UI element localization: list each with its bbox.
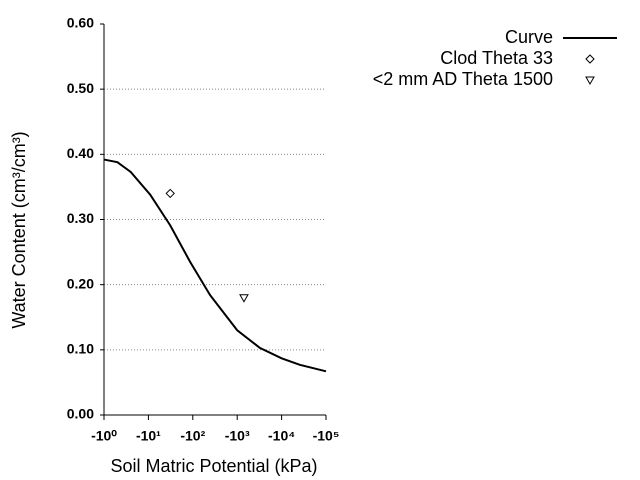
x-tick-label: -10³: [225, 428, 250, 444]
y-tick-label: 0.30: [67, 210, 94, 226]
legend-marker: [585, 76, 595, 86]
x-tick-label: -10⁴: [268, 428, 295, 444]
data-point: [239, 294, 249, 303]
x-axis-label: Soil Matric Potential (kPa): [110, 456, 317, 476]
y-tick-label: 0.60: [67, 15, 94, 31]
y-tick-label: 0.20: [67, 275, 94, 291]
x-tick-label: -10⁰: [91, 428, 117, 444]
legend-label: Curve: [505, 27, 553, 47]
legend-label: Clod Theta 33: [440, 48, 553, 68]
legend-label: <2 mm AD Theta 1500: [373, 69, 553, 89]
data-point: [165, 188, 175, 199]
y-tick-label: 0.00: [67, 406, 94, 422]
y-axis-label: Water Content (cm³/cm³): [9, 131, 29, 328]
legend-marker: [585, 54, 595, 64]
y-tick-label: 0.40: [67, 145, 94, 161]
y-tick-label: 0.10: [67, 341, 94, 357]
x-tick-label: -10²: [180, 428, 205, 444]
y-tick-label: 0.50: [67, 80, 94, 96]
x-tick-label: -10¹: [136, 428, 161, 444]
curve-line: [103, 158, 327, 373]
x-tick-label: -10⁵: [313, 428, 340, 444]
